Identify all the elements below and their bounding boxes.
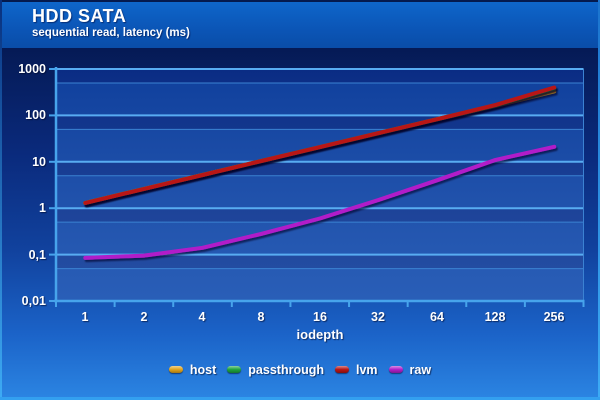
y-tick-label-10: 10	[32, 155, 46, 169]
legend-item-host: host	[168, 362, 217, 377]
legend-label-passthrough: passthrough	[248, 362, 324, 377]
x-tick-label-128: 128	[484, 310, 506, 324]
y-tick-label-1000: 1000	[18, 62, 46, 76]
y-tick-label-100: 100	[25, 108, 46, 122]
window-border-left	[0, 0, 2, 400]
lvm-series-marker-icon	[335, 366, 349, 373]
legend-item-raw: raw	[388, 362, 432, 377]
legend-item-lvm: lvm	[335, 363, 378, 377]
window-border-bottom	[0, 397, 600, 400]
series-line-lvm	[83, 85, 557, 205]
series-line-raw	[83, 144, 557, 260]
chart-subtitle: sequential read, latency (ms)	[32, 27, 190, 39]
x-tick-label-1: 1	[81, 310, 89, 324]
plot-bands	[56, 69, 584, 301]
x-tick-label-32: 32	[371, 310, 385, 324]
x-tick-label-256: 256	[543, 310, 565, 324]
x-tick-label-8: 8	[257, 310, 265, 324]
chart-header: HDD SATA sequential read, latency (ms)	[2, 2, 598, 48]
x-tick-label-2: 2	[140, 310, 148, 324]
host-series-marker-icon	[168, 366, 183, 373]
x-tick-label-64: 64	[430, 310, 444, 324]
raw-series-marker-icon	[388, 366, 403, 373]
window-border-top	[0, 0, 600, 2]
window-border-right	[598, 0, 600, 400]
legend-item-passthrough: passthrough	[227, 363, 324, 377]
legend-label-host: host	[189, 362, 217, 377]
legend-label-lvm: lvm	[356, 362, 378, 377]
y-tick-label-1: 1	[39, 201, 46, 215]
gridlines	[56, 68, 584, 301]
x-tick-label-4: 4	[198, 310, 206, 324]
y-tick-label-0.01: 0,01	[21, 294, 46, 308]
legend-label-raw: raw	[409, 362, 432, 377]
y-tick-label-0.1: 0,1	[28, 248, 46, 262]
axes	[49, 67, 585, 307]
data-series	[83, 85, 557, 260]
x-axis-title: iodepth	[296, 327, 344, 342]
legend: host passthrough lvm raw	[0, 362, 600, 377]
x-tick-label-16: 16	[313, 310, 327, 324]
passthrough-series-marker-icon	[227, 366, 242, 373]
chart-title: HDD SATA	[32, 6, 127, 26]
